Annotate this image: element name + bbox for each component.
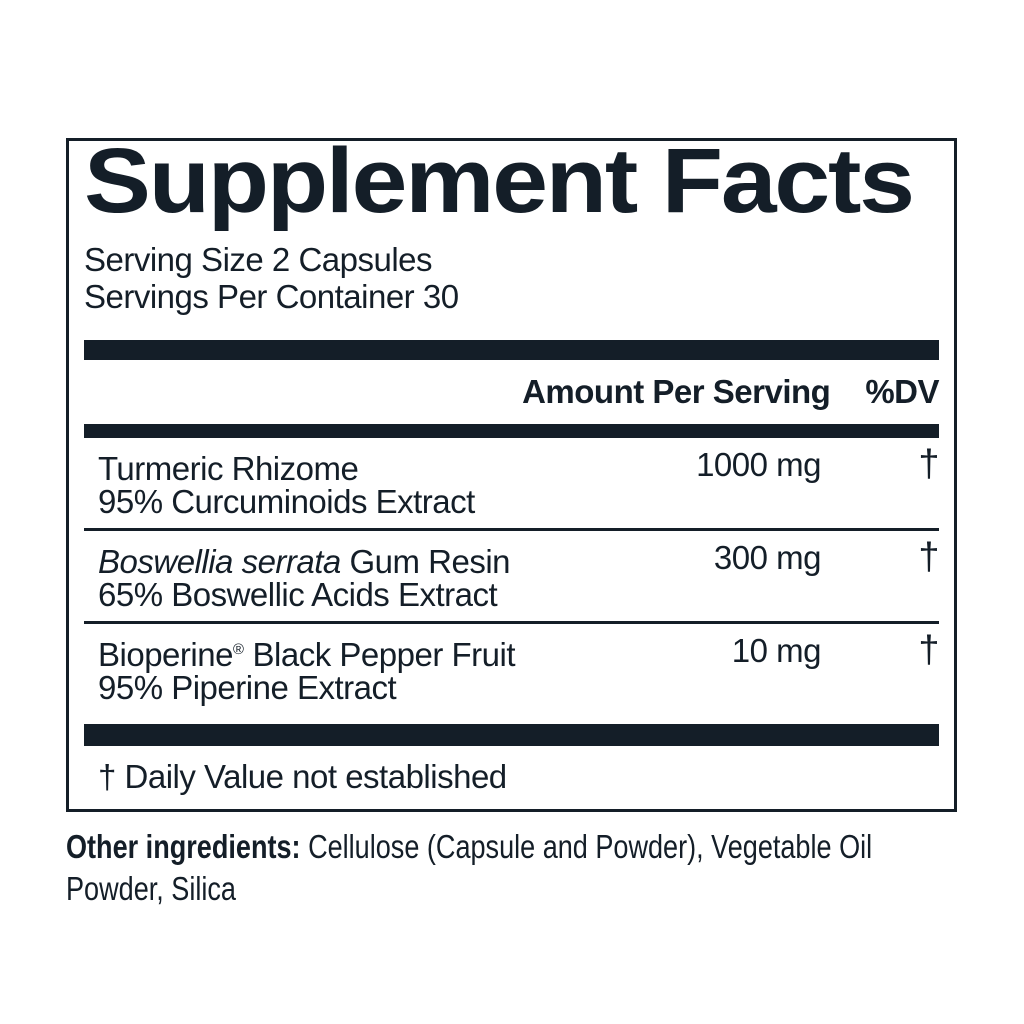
ingredient-name-text: Turmeric Rhizome xyxy=(98,450,359,487)
dv-dagger: † xyxy=(918,536,939,578)
ingredient-name-rest: Black Pepper Fruit xyxy=(243,636,516,673)
other-ingredients-label: Other ingredients: xyxy=(66,828,301,865)
ingredient-amount: 10 mg xyxy=(731,632,822,669)
divider-bar-thick-top xyxy=(84,340,939,360)
percent-dv-label: %DV xyxy=(865,373,939,410)
supplement-facts-panel: Supplement Facts Serving Size 2 Capsules… xyxy=(66,138,957,812)
ingredient-amount: 1000 mg xyxy=(696,446,821,483)
servings-per-container: Servings Per Container 30 xyxy=(84,278,459,315)
dv-dagger: † xyxy=(918,629,939,671)
daily-value-footnote: † Daily Value not established xyxy=(98,758,507,795)
ingredient-row-boswellia: Boswellia serrata Gum Resin 300 mg † 65%… xyxy=(84,528,940,621)
registered-mark: ® xyxy=(232,642,244,658)
ingredient-name-text: Bioperine xyxy=(98,636,233,673)
ingredient-row-bioperine: Bioperine® Black Pepper Fruit 10 mg † 95… xyxy=(84,621,940,714)
ingredient-row-turmeric: Turmeric Rhizome 1000 mg † 95% Curcumino… xyxy=(84,438,940,528)
panel-title: Supplement Facts xyxy=(84,138,915,232)
serving-info: Serving Size 2 Capsules Servings Per Con… xyxy=(84,241,939,315)
amount-header-row: Amount Per Serving %DV xyxy=(84,360,939,424)
ingredient-subline: 95% Piperine Extract xyxy=(98,669,397,706)
ingredient-name-italic: Boswellia serrata xyxy=(98,543,341,580)
other-ingredients-line1: Other ingredients: Cellulose (Capsule an… xyxy=(66,826,872,868)
divider-bar-thick-bottom xyxy=(84,724,939,746)
other-ingredients-text: Cellulose (Capsule and Powder), Vegetabl… xyxy=(300,828,873,865)
dv-dagger: † xyxy=(918,443,939,485)
amount-per-serving-label: Amount Per Serving xyxy=(522,373,831,410)
ingredient-amount: 300 mg xyxy=(713,539,822,576)
ingredient-name-rest: Gum Resin xyxy=(340,543,510,580)
ingredient-subline: 65% Boswellic Acids Extract xyxy=(98,576,498,613)
ingredient-name: Turmeric Rhizome xyxy=(84,446,696,487)
other-ingredients-line2: Powder, Silica xyxy=(66,870,236,907)
serving-size: Serving Size 2 Capsules xyxy=(84,241,433,278)
divider-bar-medium xyxy=(84,424,939,438)
other-ingredients: Other ingredients: Cellulose (Capsule an… xyxy=(66,826,872,910)
ingredient-subline: 95% Curcuminoids Extract xyxy=(98,483,475,520)
ingredient-name: Bioperine® Black Pepper Fruit xyxy=(84,632,732,673)
ingredient-name: Boswellia serrata Gum Resin xyxy=(84,539,714,580)
